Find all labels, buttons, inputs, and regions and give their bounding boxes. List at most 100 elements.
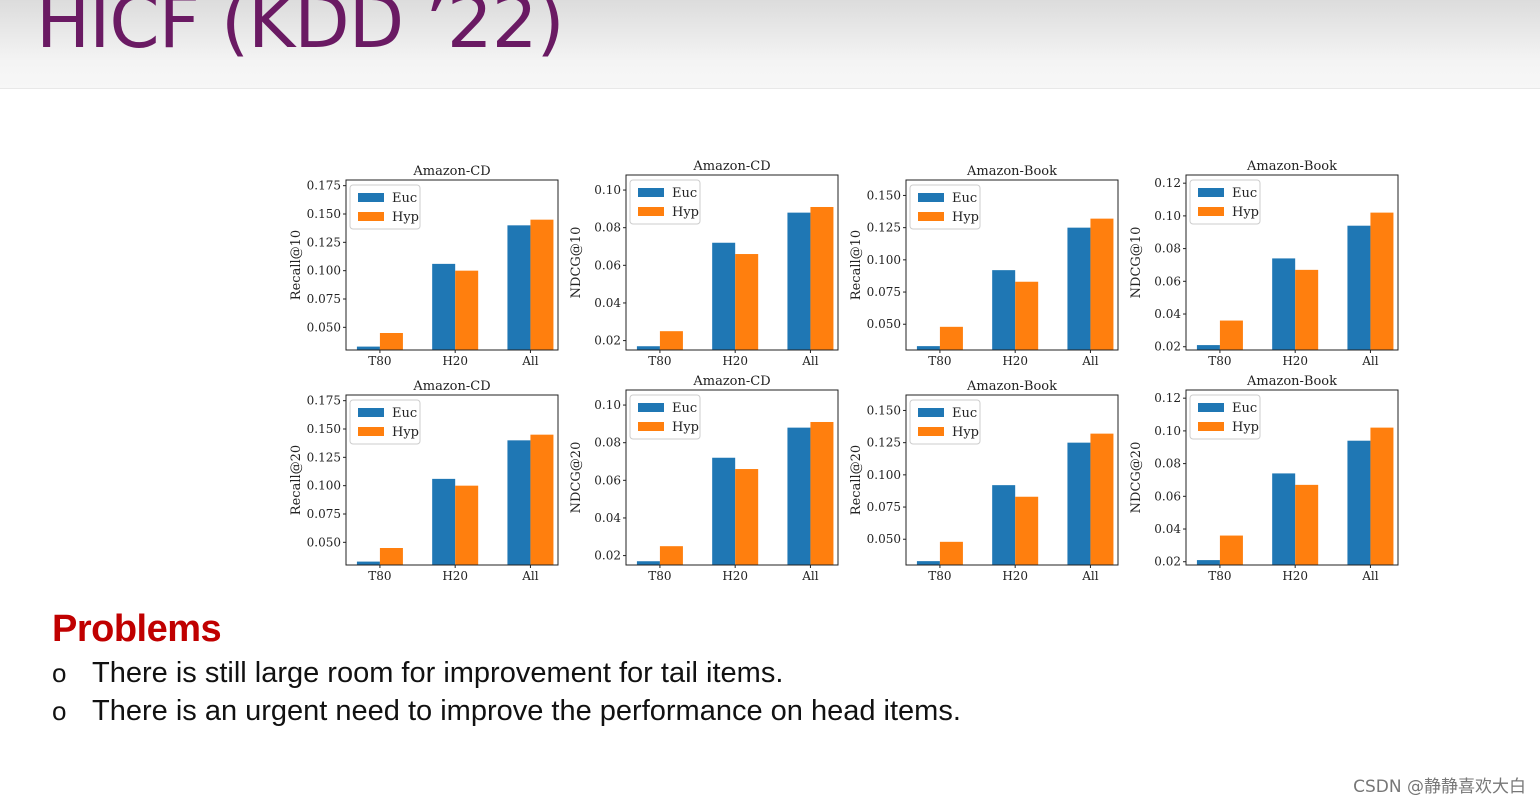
legend-swatch xyxy=(638,188,664,197)
legend-swatch xyxy=(358,193,384,202)
y-tick-label: 0.08 xyxy=(594,221,621,235)
bar-hyp xyxy=(455,485,479,565)
y-tick-label: 0.02 xyxy=(594,334,621,348)
y-tick-label: 0.150 xyxy=(867,403,901,417)
x-tick-label: H20 xyxy=(442,354,468,368)
y-tick-label: 0.100 xyxy=(867,468,901,482)
bar-hyp xyxy=(1370,212,1394,350)
y-tick-label: 0.100 xyxy=(307,479,341,493)
x-tick-label: All xyxy=(1081,569,1099,583)
x-tick-label: T80 xyxy=(648,569,671,583)
x-tick-label: H20 xyxy=(1002,569,1028,583)
legend-label: Hyp xyxy=(952,210,979,225)
chart-title: Amazon-Book xyxy=(1246,374,1337,389)
watermark: CSDN @静静喜欢大白 xyxy=(1353,777,1526,797)
x-tick-label: All xyxy=(801,569,819,583)
y-axis-label: Recall@20 xyxy=(849,445,864,515)
legend-label: Hyp xyxy=(392,210,419,225)
bar-euc xyxy=(787,427,811,565)
y-tick-label: 0.125 xyxy=(307,450,341,464)
x-tick-label: T80 xyxy=(1208,354,1231,368)
bar-euc xyxy=(1196,345,1220,350)
y-axis-label: NDCG@10 xyxy=(1129,227,1144,299)
chart-amazon-cd-recall-20: Amazon-CD T80 H20 All 0.050 0.075 0.100 0.125 0.… xyxy=(289,379,559,583)
y-tick-label: 0.04 xyxy=(594,511,621,525)
bullet-circle-icon: o xyxy=(52,696,67,726)
bar-euc xyxy=(356,561,380,565)
y-tick-label: 0.02 xyxy=(1154,555,1181,569)
legend-swatch xyxy=(918,408,944,417)
bar-euc xyxy=(1067,227,1091,350)
y-axis-label: NDCG@20 xyxy=(569,442,584,514)
bar-euc xyxy=(636,561,660,565)
chart-title: Amazon-Book xyxy=(1246,159,1337,174)
bar-euc xyxy=(1272,258,1296,350)
y-axis-label: Recall@20 xyxy=(289,445,304,515)
bar-hyp xyxy=(735,254,759,350)
chart-amazon-book-recall-10: Amazon-Book T80 H20 All 0.050 0.075 0.100 0.125… xyxy=(849,164,1119,368)
plot-frame xyxy=(905,179,1119,351)
legend-label: Euc xyxy=(672,401,697,416)
bar-euc xyxy=(712,242,736,350)
chart-title: Amazon-CD xyxy=(692,374,770,389)
y-tick-label: 0.08 xyxy=(594,436,621,450)
y-axis-label: NDCG@10 xyxy=(569,227,584,299)
y-tick-label: 0.050 xyxy=(867,532,901,546)
legend-swatch xyxy=(1198,188,1224,197)
bar-euc xyxy=(992,485,1016,565)
legend-label: Hyp xyxy=(672,420,699,435)
y-tick-label: 0.06 xyxy=(1154,274,1181,288)
bar-euc xyxy=(916,346,940,350)
bar-euc xyxy=(992,270,1016,350)
plot-frame xyxy=(1185,389,1399,566)
plot-frame xyxy=(345,179,559,351)
bar-hyp xyxy=(1090,218,1114,350)
plot-frame xyxy=(625,174,839,351)
problem-text: There is still large room for improvemen… xyxy=(92,657,784,689)
y-tick-label: 0.08 xyxy=(1154,457,1181,471)
legend-swatch xyxy=(638,422,664,431)
bar-euc xyxy=(916,561,940,565)
bar-hyp xyxy=(455,270,479,350)
x-tick-label: T80 xyxy=(1208,569,1231,583)
legend-label: Hyp xyxy=(1232,205,1259,220)
y-tick-label: 0.150 xyxy=(307,207,341,221)
y-tick-label: 0.10 xyxy=(594,183,621,197)
chart-amazon-cd-ndcg-20: Amazon-CD T80 H20 All 0.02 0.04 0.06 0.08 0.10 ND… xyxy=(569,374,839,583)
y-axis-label: Recall@10 xyxy=(289,230,304,300)
y-tick-label: 0.175 xyxy=(307,394,341,408)
x-tick-label: T80 xyxy=(368,354,391,368)
bar-euc xyxy=(712,457,736,565)
x-tick-label: All xyxy=(521,569,539,583)
legend-swatch xyxy=(918,212,944,221)
y-tick-label: 0.075 xyxy=(867,285,901,299)
y-tick-label: 0.075 xyxy=(867,500,901,514)
y-tick-label: 0.10 xyxy=(594,398,621,412)
bar-hyp xyxy=(379,548,403,565)
x-tick-label: H20 xyxy=(722,354,748,368)
y-tick-label: 0.100 xyxy=(867,253,901,267)
bar-euc xyxy=(432,478,456,565)
bar-hyp xyxy=(1295,269,1319,350)
x-tick-label: T80 xyxy=(648,354,671,368)
legend-swatch xyxy=(358,427,384,436)
bar-hyp xyxy=(530,219,554,350)
legend-swatch xyxy=(1198,422,1224,431)
y-tick-label: 0.050 xyxy=(307,535,341,549)
x-tick-label: H20 xyxy=(1282,354,1308,368)
y-tick-label: 0.100 xyxy=(307,264,341,278)
y-tick-label: 0.04 xyxy=(1154,522,1181,536)
x-tick-label: All xyxy=(521,354,539,368)
bar-hyp xyxy=(530,434,554,565)
legend-label: Euc xyxy=(1232,186,1257,201)
y-tick-label: 0.12 xyxy=(1154,176,1181,190)
x-tick-label: H20 xyxy=(1282,569,1308,583)
bar-hyp xyxy=(1015,281,1039,350)
legend-label: Hyp xyxy=(1232,420,1259,435)
x-tick-label: T80 xyxy=(928,354,951,368)
problem-text: There is an urgent need to improve the p… xyxy=(92,695,961,727)
plot-frame xyxy=(625,389,839,566)
chart-amazon-cd-ndcg-10: Amazon-CD T80 H20 All 0.02 0.04 0.06 0.08 0.10 ND… xyxy=(569,159,839,368)
x-tick-label: All xyxy=(1081,354,1099,368)
bar-euc xyxy=(636,346,660,350)
